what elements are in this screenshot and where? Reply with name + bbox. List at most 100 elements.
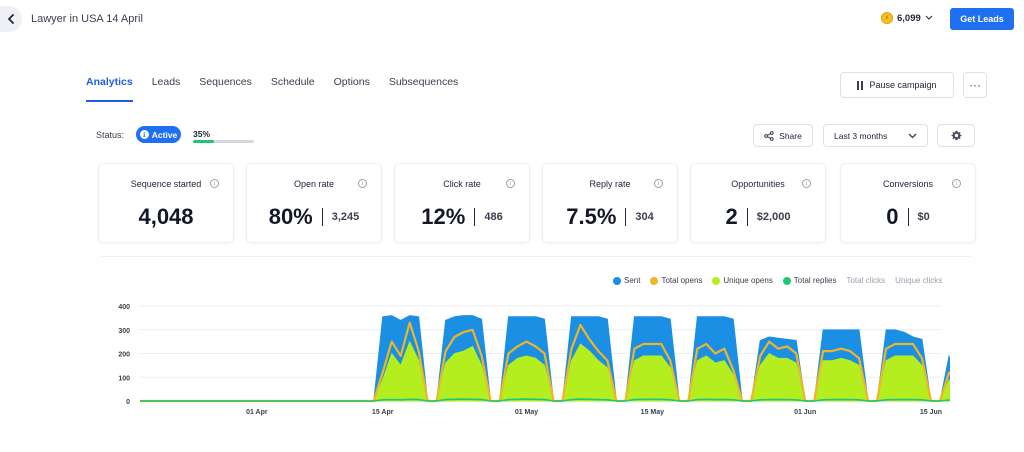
stat-divider	[907, 208, 909, 226]
x-tick-label: 01 Jun	[794, 409, 816, 416]
tab-analytics[interactable]: Analytics	[86, 76, 133, 102]
tab-sequences[interactable]: Sequences	[199, 76, 252, 88]
share-button[interactable]: Share	[753, 124, 813, 147]
share-icon	[764, 130, 774, 141]
stat-card: Sequence started i 4,048	[98, 163, 234, 243]
stat-main-value: 80%	[268, 204, 313, 229]
credits-balance[interactable]: ⚡ 6,099	[881, 12, 933, 24]
x-tick-label: 15 Apr	[372, 409, 394, 416]
analytics-chart: 0 100 200 300 400 01 Apr 15 Apr 01 May 15 May 01 …	[118, 304, 950, 416]
progress-percent: 35%	[193, 129, 211, 139]
stat-card: Reply rate i 7.5% 304	[542, 163, 678, 243]
stat-sub-value: $0	[917, 211, 930, 223]
stat-card: Click rate i 12% 486	[394, 163, 530, 243]
stat-sub-value: 486	[484, 211, 503, 223]
page-title: Lawyer in USA 14 April	[31, 13, 143, 25]
legend-swatch	[782, 276, 791, 285]
y-tick-label: 400	[118, 304, 130, 311]
stat-card: Conversions i 0 $0	[840, 163, 976, 243]
coin-icon: ⚡	[881, 12, 893, 24]
stat-main-value: 2	[725, 204, 738, 229]
chevron-down-icon	[908, 133, 917, 138]
stat-value-row: 2 $2,000	[691, 204, 825, 230]
chevron-down-icon	[925, 15, 933, 20]
series-total-replies-line	[140, 398, 950, 402]
info-icon[interactable]: i	[506, 179, 515, 188]
info-icon[interactable]: i	[952, 179, 961, 188]
stat-sub-value: 3,245	[331, 211, 360, 223]
stat-sub-value: 304	[635, 211, 654, 223]
stat-main-value: 4,048	[138, 204, 194, 229]
stat-title: Opportunities	[731, 179, 785, 189]
stat-value-row: 4,048	[99, 204, 233, 230]
pause-campaign-button[interactable]: Pause campaign	[840, 72, 954, 98]
y-tick-label: 300	[118, 328, 130, 335]
chart-panel	[96, 256, 976, 442]
share-label: Share	[779, 130, 802, 141]
stat-title: Click rate	[443, 179, 481, 189]
info-icon[interactable]: i	[802, 179, 811, 188]
campaign-tabs: Analytics Leads Sequences Schedule Options Su…	[86, 76, 477, 102]
pause-icon	[857, 80, 864, 90]
legend-item[interactable]: Unique opens	[712, 276, 773, 285]
x-tick-label: 01 Apr	[246, 409, 268, 416]
stat-title: Reply rate	[589, 179, 631, 189]
x-tick-label: 15 Jun	[920, 409, 942, 416]
info-icon: i	[139, 130, 149, 139]
x-tick-label: 15 May	[641, 409, 664, 416]
stat-value-row: 80% 3,245	[247, 204, 381, 230]
progress-bar	[193, 140, 254, 143]
legend-swatch	[650, 276, 659, 285]
legend-label: Total replies	[793, 276, 837, 285]
legend-item[interactable]: Total clicks	[846, 276, 885, 285]
status-badge[interactable]: i Active	[136, 126, 181, 143]
stat-card: Open rate i 80% 3,245	[246, 163, 382, 243]
tab-leads[interactable]: Leads	[151, 76, 181, 88]
info-icon[interactable]: i	[654, 179, 663, 188]
stat-title: Sequence started	[130, 179, 202, 189]
legend-item[interactable]: Sent	[613, 276, 640, 285]
stat-divider	[474, 208, 476, 226]
date-range-value: Last 3 months	[834, 130, 888, 141]
pause-campaign-label: Pause campaign	[869, 80, 937, 90]
get-leads-button[interactable]: Get Leads	[950, 8, 1014, 30]
stat-divider	[625, 208, 627, 226]
x-tick-label: 01 May	[515, 409, 538, 416]
chart-settings-button[interactable]	[937, 124, 975, 147]
date-range-select[interactable]: Last 3 months	[823, 124, 928, 147]
legend-swatch	[613, 276, 621, 285]
stat-divider	[321, 208, 323, 226]
legend-label: Total clicks	[846, 276, 886, 285]
gear-icon	[951, 130, 961, 141]
tab-schedule[interactable]: Schedule	[270, 76, 315, 88]
back-button[interactable]	[0, 6, 22, 32]
info-icon[interactable]: i	[358, 179, 367, 188]
stat-card: Opportunities i 2 $2,000	[690, 163, 826, 243]
legend-label: Total opens	[661, 276, 703, 285]
chart-legend: Sent Total opens Unique opens Total replies…	[613, 276, 942, 285]
legend-label: Unique opens	[723, 276, 773, 285]
legend-item[interactable]: Unique clicks	[895, 276, 942, 285]
stat-sub-value: $2,000	[756, 211, 791, 223]
stat-value-row: 7.5% 304	[543, 204, 677, 230]
tab-subsequences[interactable]: Subsequences	[388, 76, 459, 88]
legend-item[interactable]: Total replies	[782, 276, 837, 285]
stat-divider	[746, 208, 748, 226]
chevron-left-icon	[8, 14, 14, 24]
progress-bar-fill	[193, 140, 215, 143]
credits-value: 6,099	[897, 12, 921, 24]
stat-value-row: 12% 486	[395, 204, 529, 230]
more-options-button[interactable]: ···	[963, 72, 987, 98]
legend-item[interactable]: Total opens	[650, 276, 702, 285]
stat-main-value: 0	[886, 204, 899, 229]
stat-main-value: 12%	[421, 204, 466, 229]
stat-main-value: 7.5%	[566, 204, 617, 229]
tab-options[interactable]: Options	[333, 76, 370, 88]
info-icon[interactable]: i	[210, 179, 219, 188]
y-tick-label: 0	[126, 399, 130, 406]
y-tick-label: 200	[118, 352, 130, 359]
legend-swatch	[712, 276, 721, 285]
stat-title: Open rate	[293, 179, 335, 189]
status-badge-label: Active	[151, 129, 178, 140]
status-label: Status:	[96, 130, 125, 140]
